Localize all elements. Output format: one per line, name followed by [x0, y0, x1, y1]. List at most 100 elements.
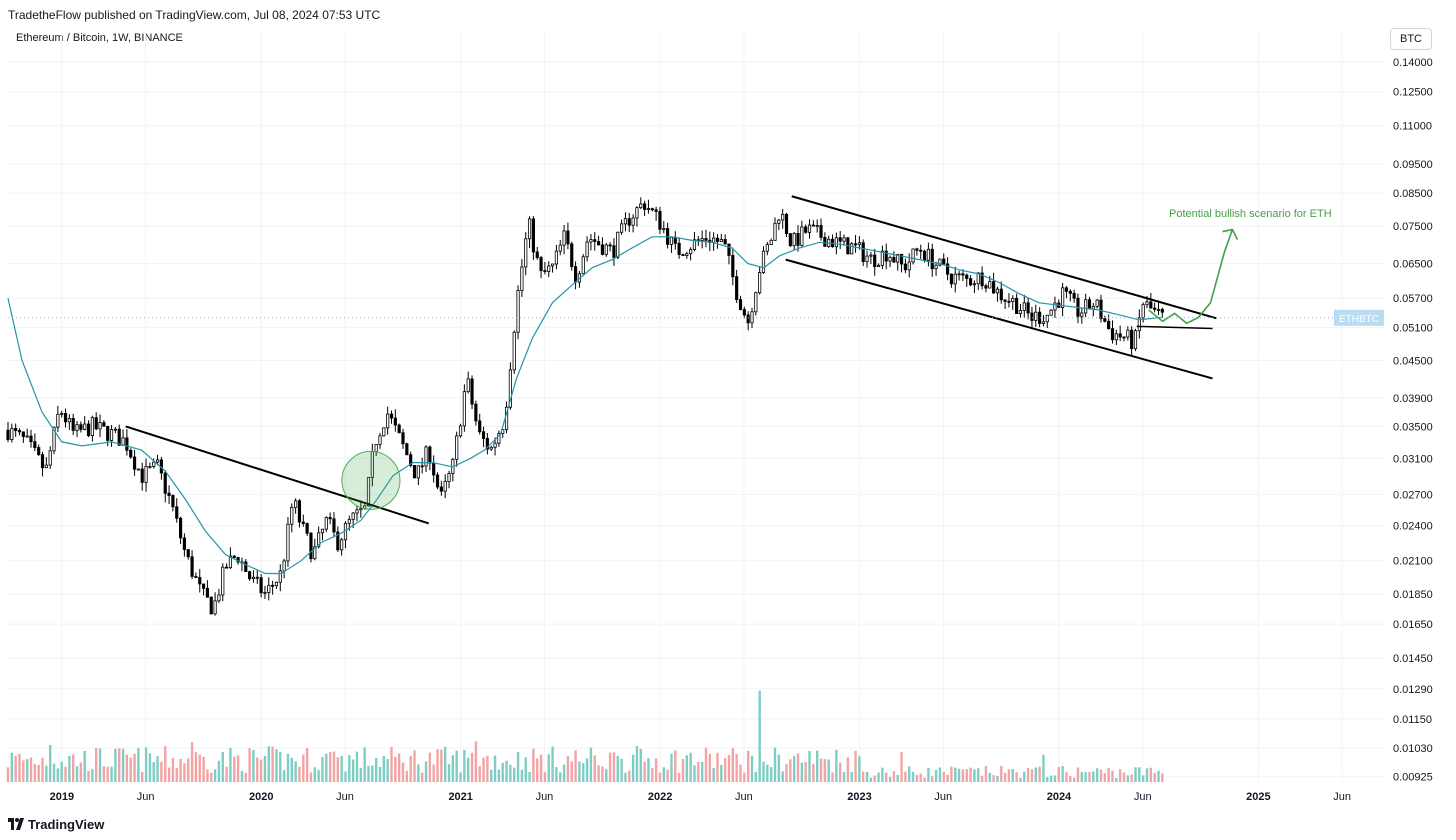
price-tick-label: 0.03500 [1393, 421, 1433, 433]
candle-body [681, 254, 685, 256]
volume-bar [900, 751, 903, 782]
volume-bar [236, 755, 240, 782]
volume-bar [800, 762, 804, 782]
candle-body [152, 461, 156, 467]
candle-body [278, 570, 282, 583]
candle-body [723, 239, 727, 245]
volume-bar [256, 757, 259, 782]
volume-bar [440, 749, 443, 782]
volume-bar [647, 758, 650, 782]
arrow-head-icon [1222, 228, 1239, 240]
time-axis[interactable]: 2019 Jun 2020 Jun 2021 Jun 2022 Jun 2023 Jun 2024 J… [50, 791, 1351, 803]
candle-body [608, 244, 612, 247]
volume-bar [29, 757, 33, 782]
tradingview-footer: TradingView [8, 817, 104, 832]
candle-body [689, 249, 693, 255]
volume-bar [282, 770, 286, 782]
candle-body [294, 500, 298, 508]
volume-bar [160, 761, 163, 782]
volume-bar [45, 765, 48, 782]
volume-bar [171, 757, 175, 782]
candle-body [727, 243, 731, 256]
candle-body [1087, 299, 1092, 310]
candle-body [282, 560, 286, 572]
candle-body [884, 250, 888, 262]
volume-bar [451, 755, 455, 782]
volume-bar [539, 754, 543, 782]
volume-bar [562, 764, 566, 782]
volume-bar [374, 757, 378, 782]
candle-body [654, 209, 658, 212]
candle-body [815, 225, 819, 227]
volume-bar [156, 756, 159, 782]
volume-bar [1026, 767, 1030, 782]
volume-bar [1080, 771, 1083, 782]
candle-body [1041, 321, 1046, 324]
volume-bar [83, 750, 86, 782]
candle-body [412, 465, 417, 479]
volume-bar [520, 769, 524, 782]
volume-bar [210, 772, 213, 782]
time-tick-label: Jun [735, 791, 753, 803]
bullish-path [1148, 229, 1234, 325]
volume-bar [796, 753, 800, 782]
price-tick-label: 0.01030 [1393, 743, 1433, 755]
candle-body [94, 417, 98, 430]
candle-body [907, 261, 911, 271]
price-tag [1334, 309, 1384, 326]
candle-body [543, 270, 547, 273]
volume-bar [213, 769, 217, 782]
candle-body [90, 417, 94, 437]
candle-body [531, 218, 535, 253]
candle-body [777, 219, 781, 224]
candle-body [232, 555, 236, 558]
candle-body [865, 255, 869, 263]
candle-body [382, 427, 386, 437]
price-tick-label: 0.05700 [1393, 293, 1433, 305]
candle-body [516, 290, 520, 333]
candle-body [573, 266, 578, 283]
candle-body [63, 412, 68, 423]
candle-body [1022, 302, 1026, 311]
candle-body [899, 253, 904, 265]
volume-bar [409, 755, 412, 782]
volume-bar [493, 755, 497, 782]
volume-bar [444, 746, 447, 782]
candle-body [627, 218, 631, 226]
volume-bar [1141, 775, 1145, 782]
candle-body [800, 226, 804, 246]
candle-body [600, 244, 605, 255]
volume-bar [651, 768, 654, 782]
volume-bar [1161, 773, 1164, 782]
volume-bar [624, 772, 627, 782]
candle-body [228, 555, 233, 569]
price-tick-label: 0.02100 [1393, 556, 1433, 568]
volume-bar [605, 769, 608, 782]
volume-bar [121, 748, 125, 782]
volume-bar [286, 753, 290, 782]
candle-body [1156, 308, 1161, 311]
volume-bar [1111, 770, 1114, 782]
volume-bar [697, 762, 700, 782]
candle-body [1110, 328, 1115, 341]
candle-body [29, 435, 33, 443]
candle-body [915, 248, 919, 251]
candle-body [1153, 307, 1157, 310]
currency-button[interactable]: BTC [1390, 28, 1432, 50]
candle-body [432, 462, 436, 476]
volume-bar [167, 767, 171, 782]
volume-bar [344, 771, 347, 782]
candle-body [378, 435, 382, 445]
candle-body [992, 281, 996, 294]
candle-body [796, 232, 800, 246]
candle-body [1130, 329, 1134, 350]
volume-bar [854, 750, 857, 782]
time-tick-label: Jun [137, 791, 155, 803]
volume-bar [459, 772, 462, 782]
candle-body [746, 314, 750, 324]
candle-body [512, 331, 516, 371]
candle-body [466, 378, 470, 393]
candle-body [317, 532, 321, 548]
price-axis[interactable]: 0.14000 0.12500 0.11000 0.09500 0.08500 0.075… [1334, 57, 1433, 783]
